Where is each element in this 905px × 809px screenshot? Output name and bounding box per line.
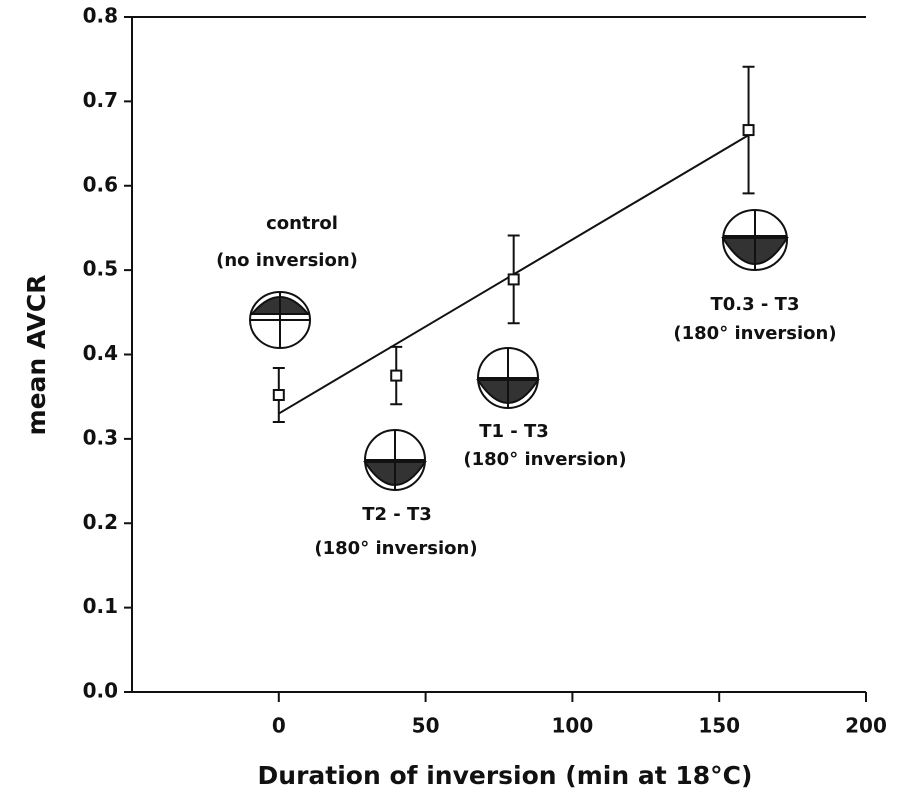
- y-tick-label: 0.5: [83, 257, 118, 281]
- embryo-icon: [476, 347, 540, 409]
- data-point: [272, 389, 285, 401]
- embryo-icon: [721, 209, 789, 271]
- annotation: T2 - T3: [362, 504, 432, 525]
- x-tick-label: 200: [845, 714, 887, 738]
- data-point: [390, 369, 403, 382]
- data-point: [742, 124, 755, 137]
- data-point: [507, 273, 520, 286]
- annotation: (180° inversion): [673, 323, 836, 344]
- y-tick-label: 0.8: [83, 4, 118, 28]
- y-tick-label: 0.1: [83, 594, 118, 618]
- x-tick-label: 150: [698, 714, 740, 738]
- x-tick-label: 50: [412, 714, 440, 738]
- annotation: T0.3 - T3: [711, 294, 800, 315]
- x-tick-label: 100: [552, 714, 594, 738]
- y-tick-label: 0.0: [83, 679, 118, 703]
- y-tick-label: 0.2: [83, 510, 118, 534]
- embryo-icons: [249, 209, 789, 491]
- annotation: T1 - T3: [479, 421, 549, 442]
- embryo-icon: [249, 291, 311, 349]
- embryo-icon: [363, 429, 427, 491]
- annotation: (180° inversion): [314, 538, 477, 559]
- y-tick-label: 0.4: [83, 341, 118, 365]
- y-axis-label: mean AVCR: [22, 275, 51, 436]
- annotation: (no inversion): [216, 250, 358, 271]
- annotation: control: [266, 213, 338, 234]
- y-tick-label: 0.7: [83, 88, 118, 112]
- annotation: (180° inversion): [463, 449, 626, 470]
- x-axis-label: Duration of inversion (min at 18°C): [258, 761, 753, 790]
- x-tick-label: 0: [272, 714, 286, 738]
- y-tick-label: 0.3: [83, 425, 118, 449]
- y-tick-label: 0.6: [83, 172, 118, 196]
